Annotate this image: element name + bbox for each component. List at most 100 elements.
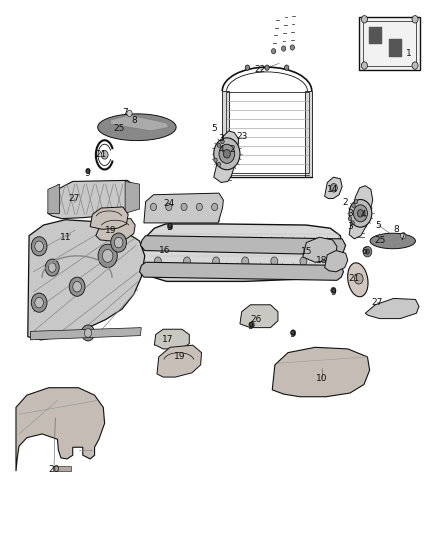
Circle shape [154,241,161,249]
Text: 8: 8 [131,116,137,125]
Text: 27: 27 [371,298,383,307]
Circle shape [214,158,217,163]
Circle shape [282,46,286,51]
Circle shape [154,257,161,265]
Text: 11: 11 [60,233,71,242]
Circle shape [184,241,191,249]
Polygon shape [141,236,346,255]
Circle shape [349,199,372,227]
Text: 25: 25 [375,237,386,246]
Polygon shape [349,185,373,239]
Circle shape [214,138,240,169]
Polygon shape [96,219,135,241]
Circle shape [300,241,307,249]
Circle shape [330,183,337,192]
Text: 9: 9 [290,330,295,339]
Polygon shape [48,180,138,219]
Polygon shape [325,177,342,198]
Polygon shape [325,251,348,272]
Polygon shape [125,181,140,213]
Text: 4: 4 [360,210,366,219]
Text: 3: 3 [347,209,353,218]
Text: 7: 7 [399,233,405,242]
Circle shape [265,65,269,70]
Circle shape [73,281,81,292]
Polygon shape [28,220,145,340]
Circle shape [329,257,336,265]
Text: 2: 2 [343,198,349,207]
Circle shape [354,273,363,284]
Text: 24: 24 [163,199,174,208]
Polygon shape [154,329,189,349]
Text: 26: 26 [251,315,262,324]
Text: 15: 15 [300,247,312,256]
Text: 27: 27 [68,194,80,203]
Text: 4: 4 [219,145,224,154]
Text: 21: 21 [95,150,107,159]
Polygon shape [30,328,141,340]
Circle shape [196,203,202,211]
Text: 20: 20 [48,465,60,474]
Text: 9: 9 [247,321,253,330]
Circle shape [290,45,294,50]
Circle shape [300,257,307,265]
Circle shape [166,203,172,211]
Circle shape [69,277,85,296]
Circle shape [101,151,108,159]
Text: 14: 14 [327,185,338,194]
Text: 23: 23 [237,132,248,141]
Polygon shape [240,305,278,328]
Text: 9: 9 [84,169,90,178]
Polygon shape [110,115,169,131]
Circle shape [35,241,43,252]
Polygon shape [365,298,419,319]
Text: 21: 21 [349,273,360,282]
Polygon shape [157,345,201,377]
Polygon shape [303,237,337,262]
Polygon shape [90,207,128,229]
Circle shape [361,15,367,23]
Circle shape [412,62,418,69]
Circle shape [348,216,352,221]
Text: 6: 6 [361,247,367,256]
Circle shape [81,325,95,341]
Circle shape [285,65,289,70]
Circle shape [31,237,47,256]
Circle shape [181,203,187,211]
Polygon shape [359,17,420,70]
Circle shape [412,15,418,23]
Text: 18: 18 [316,256,327,264]
Text: 5: 5 [375,221,381,230]
Polygon shape [140,224,342,281]
Circle shape [85,328,92,337]
Circle shape [271,241,278,249]
Circle shape [361,62,367,69]
Text: 3: 3 [347,222,353,231]
Polygon shape [369,27,382,44]
Circle shape [212,241,219,249]
Circle shape [331,287,336,294]
Circle shape [127,110,132,117]
Text: 9: 9 [331,287,336,296]
Circle shape [221,140,224,144]
Polygon shape [144,193,223,223]
Circle shape [86,168,90,173]
Circle shape [363,246,372,257]
Circle shape [272,49,276,54]
Circle shape [271,257,278,265]
Polygon shape [305,91,311,177]
Text: 2: 2 [229,145,235,154]
Text: 5: 5 [212,124,218,133]
Polygon shape [48,184,60,213]
Circle shape [329,241,336,249]
Circle shape [352,203,355,207]
Polygon shape [389,39,403,56]
Circle shape [242,257,249,265]
Circle shape [212,203,218,211]
Circle shape [150,203,156,211]
Circle shape [102,249,113,262]
Circle shape [212,257,219,265]
Circle shape [217,143,221,148]
Circle shape [114,237,123,248]
Polygon shape [223,91,229,177]
